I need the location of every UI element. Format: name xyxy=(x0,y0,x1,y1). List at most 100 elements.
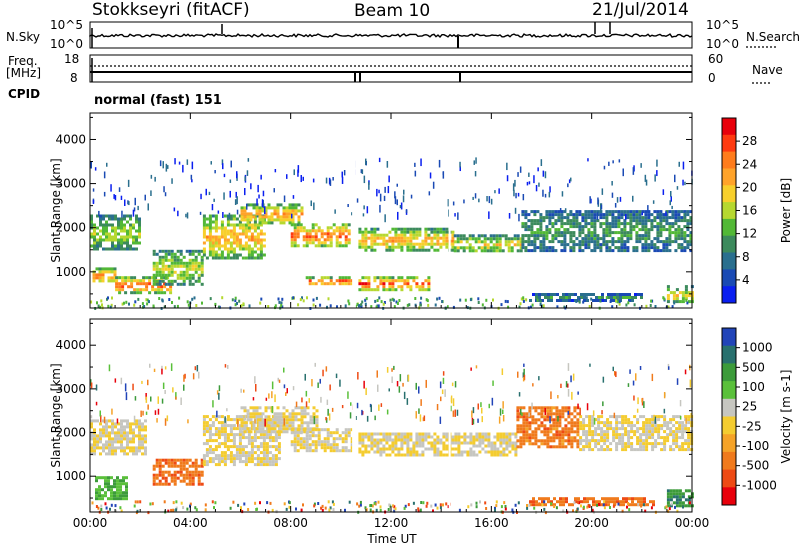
data-cell xyxy=(129,422,132,426)
data-cell xyxy=(645,179,648,186)
data-cell xyxy=(575,210,579,214)
data-cell xyxy=(597,442,601,446)
data-cell xyxy=(385,279,389,283)
data-cell xyxy=(226,256,230,260)
data-cell xyxy=(101,276,105,280)
data-cell xyxy=(589,363,591,367)
data-cell xyxy=(672,489,676,493)
data-cell xyxy=(547,500,550,504)
data-cell xyxy=(560,210,564,214)
data-cell xyxy=(341,171,343,178)
data-cell xyxy=(569,213,573,217)
data-cell xyxy=(474,193,477,199)
data-cell xyxy=(205,217,209,221)
data-cell xyxy=(578,243,582,247)
data-cell xyxy=(558,430,562,434)
data-cell xyxy=(445,230,449,234)
data-cell xyxy=(208,220,212,224)
data-cell xyxy=(549,436,553,440)
data-cell xyxy=(302,235,306,239)
data-cell xyxy=(349,412,352,419)
data-cell xyxy=(285,218,289,222)
data-cell xyxy=(111,214,114,218)
data-cell xyxy=(376,227,380,231)
data-cell xyxy=(542,249,546,253)
data-cell xyxy=(391,432,395,436)
data-cell xyxy=(546,445,550,449)
data-cell xyxy=(145,393,147,400)
data-cell xyxy=(650,228,654,232)
data-cell xyxy=(317,437,321,441)
data-cell xyxy=(158,249,162,253)
data-cell xyxy=(220,253,224,257)
data-cell xyxy=(90,232,93,236)
data-cell xyxy=(317,443,321,447)
data-cell xyxy=(388,447,392,451)
data-cell xyxy=(361,236,365,240)
data-cell xyxy=(119,479,122,483)
data-cell xyxy=(167,252,171,256)
data-cell xyxy=(259,301,262,305)
data-cell xyxy=(311,241,315,245)
data-cell xyxy=(555,412,559,416)
data-cell xyxy=(121,285,125,289)
data-cell xyxy=(613,296,616,299)
data-cell xyxy=(142,276,146,280)
colorbar-segment xyxy=(722,286,736,304)
data-cell xyxy=(98,497,101,501)
data-cell xyxy=(527,234,531,238)
data-cell xyxy=(657,442,661,446)
data-cell xyxy=(451,245,455,249)
data-cell xyxy=(96,443,99,447)
data-cell xyxy=(341,276,345,280)
data-cell xyxy=(135,238,138,242)
data-cell xyxy=(234,296,237,300)
data-cell xyxy=(113,485,116,489)
data-cell xyxy=(176,282,180,286)
data-cell xyxy=(255,406,259,410)
data-cell xyxy=(651,430,655,434)
data-cell xyxy=(558,415,562,419)
data-cell xyxy=(499,432,503,436)
data-cell xyxy=(538,376,540,381)
data-cell xyxy=(560,234,564,238)
data-cell xyxy=(492,298,494,302)
data-cell xyxy=(569,231,573,235)
data-cell xyxy=(167,165,169,169)
data-cell xyxy=(524,249,528,253)
data-cell xyxy=(214,250,218,254)
data-cell xyxy=(249,218,253,222)
data-cell xyxy=(311,434,315,438)
data-cell xyxy=(657,436,661,440)
data-cell xyxy=(382,285,386,289)
data-cell xyxy=(505,441,509,445)
data-cell xyxy=(312,298,315,302)
data-cell xyxy=(182,273,186,277)
data-cell xyxy=(427,447,431,451)
data-cell xyxy=(656,213,660,217)
data-cell xyxy=(332,437,336,441)
data-cell xyxy=(617,216,621,220)
data-cell xyxy=(689,240,693,244)
data-cell xyxy=(513,189,515,197)
data-cell xyxy=(686,228,690,232)
data-cell xyxy=(344,238,348,242)
data-cell xyxy=(164,458,168,462)
data-cell xyxy=(211,256,215,260)
data-cell xyxy=(235,415,239,419)
data-cell xyxy=(660,448,664,452)
data-cell xyxy=(379,508,382,512)
data-cell xyxy=(200,473,204,477)
data-cell xyxy=(185,261,189,265)
data-cell xyxy=(627,424,631,428)
data-cell xyxy=(226,241,230,245)
data-cell xyxy=(273,206,277,210)
data-cell xyxy=(535,293,538,296)
data-cell xyxy=(241,247,245,251)
data-cell xyxy=(563,249,567,253)
data-cell xyxy=(618,159,621,163)
data-cell xyxy=(385,288,389,292)
data-cell xyxy=(496,447,500,451)
data-cell xyxy=(152,473,156,477)
data-cell xyxy=(241,448,245,452)
